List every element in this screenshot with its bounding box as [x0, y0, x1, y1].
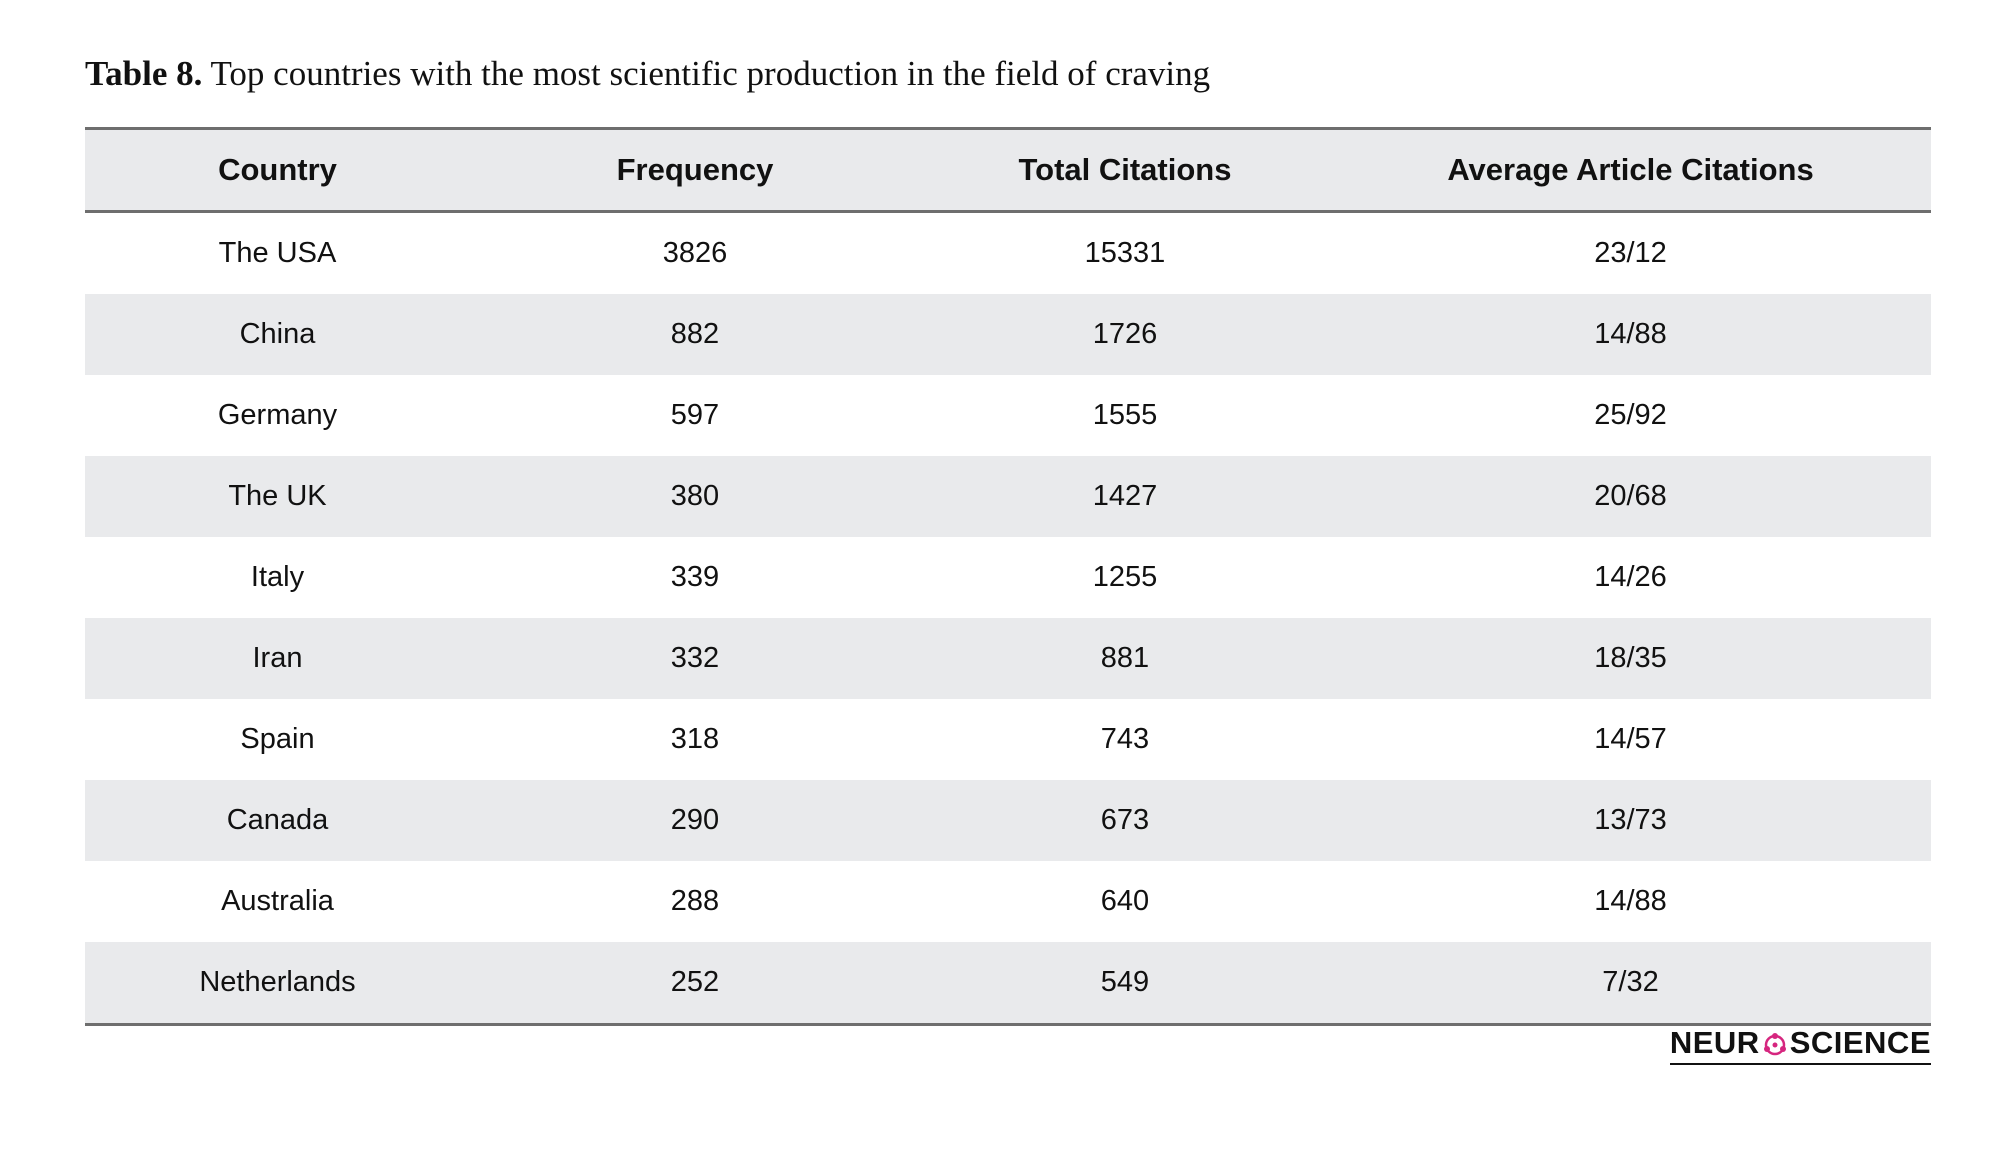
cell-average-citations: 20/68: [1594, 480, 1667, 512]
cell-country: The USA: [218, 237, 337, 269]
molecule-o-icon: [1762, 1030, 1788, 1056]
cell-frequency: 339: [670, 561, 720, 593]
cell-average-citations: 7/32: [1330, 942, 1931, 1026]
cell-country: Germany: [217, 399, 338, 431]
cell-total-citations: 640: [1100, 885, 1150, 917]
header-total-citations: Total Citations: [920, 127, 1330, 213]
caption-label: Table 8.: [85, 54, 203, 93]
table-row: China 882 1726 14/88: [85, 294, 1931, 375]
cell-total-citations: 1255: [1092, 561, 1158, 593]
cell-average-citations: 25/92: [1594, 399, 1667, 431]
cell-total-citations: 881: [1100, 642, 1150, 674]
table-caption: Table 8. Top countries with the most sci…: [85, 50, 1210, 98]
cell-frequency: 288: [670, 885, 720, 917]
cell-country: Iran: [252, 642, 303, 674]
cell-total-citations: 673: [1100, 804, 1150, 836]
cell-average-citations: 14/88: [1594, 885, 1667, 917]
cell-frequency: 380: [670, 480, 720, 512]
data-table-container: Country Frequency Total Citations Averag…: [85, 127, 1931, 1026]
cell-total-citations: 1555: [1092, 399, 1158, 431]
cell-total-citations: 15331: [1084, 237, 1166, 269]
table-row: Spain 318 743 14/57: [85, 699, 1931, 780]
cell-country: Australia: [221, 885, 334, 917]
cell-average-citations: 23/12: [1594, 237, 1667, 269]
cell-country: Italy: [250, 561, 305, 593]
table-row: Netherlands 252 549 7/32: [85, 942, 1931, 1026]
caption-text: Top countries with the most scientific p…: [202, 54, 1211, 93]
table-row: Iran 332 881 18/35: [85, 618, 1931, 699]
cell-country: Netherlands: [85, 942, 470, 1026]
cell-average-citations: 13/73: [1594, 804, 1667, 836]
cell-country: Canada: [226, 804, 329, 836]
table-row: The USA 3826 15331 23/12: [85, 211, 1931, 294]
neuroscience-logo: NEUR SCIENCE: [1669, 1025, 1931, 1065]
table-row: Germany 597 1555 25/92: [85, 375, 1931, 456]
countries-table: Country Frequency Total Citations Averag…: [85, 127, 1931, 1026]
cell-total-citations: 549: [920, 942, 1330, 1026]
table-row: The UK 380 1427 20/68: [85, 456, 1931, 537]
table-row: Italy 339 1255 14/26: [85, 537, 1931, 618]
cell-country: The UK: [228, 480, 327, 512]
table-row: Australia 288 640 14/88: [85, 861, 1931, 942]
cell-frequency: 252: [470, 942, 920, 1026]
cell-average-citations: 14/88: [1594, 318, 1667, 350]
cell-frequency: 882: [670, 318, 720, 350]
cell-country: Spain: [240, 723, 315, 755]
header-frequency: Frequency: [470, 127, 920, 213]
cell-average-citations: 14/57: [1594, 723, 1667, 755]
cell-frequency: 290: [670, 804, 720, 836]
cell-frequency: 597: [670, 399, 720, 431]
table-body: The USA 3826 15331 23/12 China 882 1726 …: [85, 211, 1931, 1026]
cell-average-citations: 14/26: [1594, 561, 1667, 593]
logo-text-left: NEUR: [1669, 1025, 1760, 1060]
cell-average-citations: 18/35: [1594, 642, 1667, 674]
header-country: Country: [85, 127, 470, 213]
table-row: Canada 290 673 13/73: [85, 780, 1931, 861]
cell-frequency: 332: [670, 642, 720, 674]
cell-country: China: [239, 318, 316, 350]
cell-total-citations: 743: [1100, 723, 1150, 755]
cell-frequency: 3826: [662, 237, 728, 269]
table-header-row: Country Frequency Total Citations Averag…: [85, 127, 1931, 213]
cell-total-citations: 1726: [1092, 318, 1158, 350]
header-average-article-citations: Average Article Citations: [1330, 127, 1931, 213]
cell-total-citations: 1427: [1092, 480, 1158, 512]
logo-text-right: SCIENCE: [1789, 1025, 1931, 1060]
cell-frequency: 318: [670, 723, 720, 755]
